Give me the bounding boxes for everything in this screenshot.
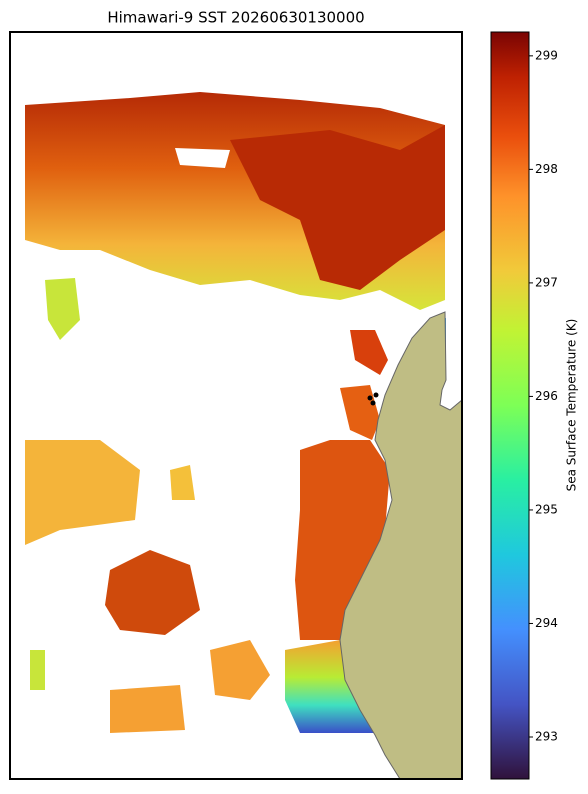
colorbar-tick-label: 299 (535, 48, 558, 62)
map-title: Himawari-9 SST 20260630130000 (107, 9, 364, 27)
colorbar-tick-label: 298 (535, 162, 558, 176)
colorbar-tick-label: 295 (535, 502, 558, 516)
sst-field (25, 92, 446, 733)
colorbar-tick-label: 293 (535, 729, 558, 743)
map-frame (9, 31, 463, 780)
colorbar (490, 31, 530, 780)
colorbar-tick-label: 297 (535, 275, 558, 289)
land (339, 311, 463, 780)
markers (367, 392, 379, 406)
colorbar-label: Sea Surface Temperature (K) (565, 319, 579, 492)
colorbar-tick-label: 296 (535, 389, 558, 403)
colorbar-tick-label: 294 (535, 616, 558, 630)
